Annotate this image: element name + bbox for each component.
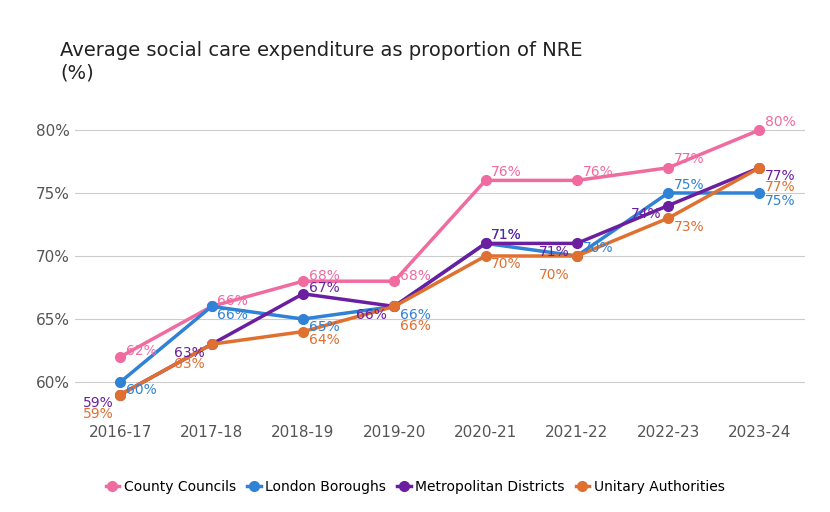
Text: 77%: 77%	[765, 180, 796, 194]
London Boroughs	[754, 190, 764, 196]
County Councils	[298, 278, 308, 284]
Text: 76%: 76%	[583, 165, 613, 179]
Text: 77%: 77%	[765, 169, 796, 183]
Text: 62%: 62%	[126, 344, 157, 358]
Text: 59%: 59%	[83, 396, 114, 410]
Text: 64%: 64%	[309, 333, 339, 347]
Line: London Boroughs: London Boroughs	[115, 188, 764, 387]
Metropolitan Districts	[389, 303, 399, 309]
Text: 75%: 75%	[674, 178, 705, 191]
Unitary Authorities	[298, 329, 308, 335]
County Councils	[754, 127, 764, 133]
Text: 68%: 68%	[400, 269, 431, 283]
Text: 63%: 63%	[174, 346, 205, 359]
Unitary Authorities	[389, 303, 399, 309]
Text: 70%: 70%	[491, 258, 522, 271]
Unitary Authorities	[481, 253, 491, 259]
Text: 63%: 63%	[174, 357, 205, 371]
Text: 73%: 73%	[674, 220, 705, 233]
Text: 66%: 66%	[400, 308, 431, 322]
County Councils	[572, 177, 582, 183]
Metropolitan Districts	[754, 165, 764, 171]
Text: 70%: 70%	[540, 268, 570, 283]
Line: County Councils: County Councils	[115, 125, 764, 361]
Text: 66%: 66%	[400, 319, 431, 333]
London Boroughs	[481, 240, 491, 246]
Text: 74%: 74%	[631, 207, 662, 221]
Text: 65%: 65%	[309, 321, 339, 334]
Text: 71%: 71%	[540, 245, 570, 259]
Legend: County Councils, London Boroughs, Metropolitan Districts, Unitary Authorities: County Councils, London Boroughs, Metrop…	[100, 475, 730, 500]
London Boroughs	[572, 253, 582, 259]
Text: 71%: 71%	[491, 228, 522, 242]
County Councils	[207, 303, 217, 309]
Text: 60%: 60%	[126, 383, 157, 397]
Text: 77%: 77%	[674, 153, 705, 166]
London Boroughs	[298, 316, 308, 322]
Text: 59%: 59%	[83, 407, 114, 421]
Unitary Authorities	[207, 341, 217, 347]
Text: 70%: 70%	[583, 241, 613, 254]
Unitary Authorities	[572, 253, 582, 259]
Metropolitan Districts	[115, 392, 125, 398]
County Councils	[115, 354, 125, 360]
Unitary Authorities	[754, 165, 764, 171]
Text: 75%: 75%	[765, 195, 796, 208]
London Boroughs	[663, 190, 673, 196]
Metropolitan Districts	[572, 240, 582, 246]
County Councils	[663, 165, 673, 171]
County Councils	[481, 177, 491, 183]
County Councils	[389, 278, 399, 284]
Metropolitan Districts	[481, 240, 491, 246]
Text: 71%: 71%	[491, 228, 522, 242]
Text: 66%: 66%	[217, 294, 248, 308]
Text: 80%: 80%	[765, 115, 796, 129]
Metropolitan Districts	[663, 203, 673, 209]
Metropolitan Districts	[298, 291, 308, 297]
Text: 66%: 66%	[217, 308, 248, 322]
Text: Average social care expenditure as proportion of NRE
(%): Average social care expenditure as propo…	[60, 41, 583, 82]
Text: 68%: 68%	[309, 269, 339, 283]
Unitary Authorities	[663, 215, 673, 221]
Line: Metropolitan Districts: Metropolitan Districts	[115, 163, 764, 399]
Text: 76%: 76%	[491, 165, 522, 179]
Text: 66%: 66%	[356, 308, 388, 322]
London Boroughs	[389, 303, 399, 309]
Metropolitan Districts	[207, 341, 217, 347]
London Boroughs	[207, 303, 217, 309]
Text: 67%: 67%	[309, 281, 339, 295]
Unitary Authorities	[115, 392, 125, 398]
London Boroughs	[115, 379, 125, 385]
Line: Unitary Authorities: Unitary Authorities	[115, 163, 764, 399]
